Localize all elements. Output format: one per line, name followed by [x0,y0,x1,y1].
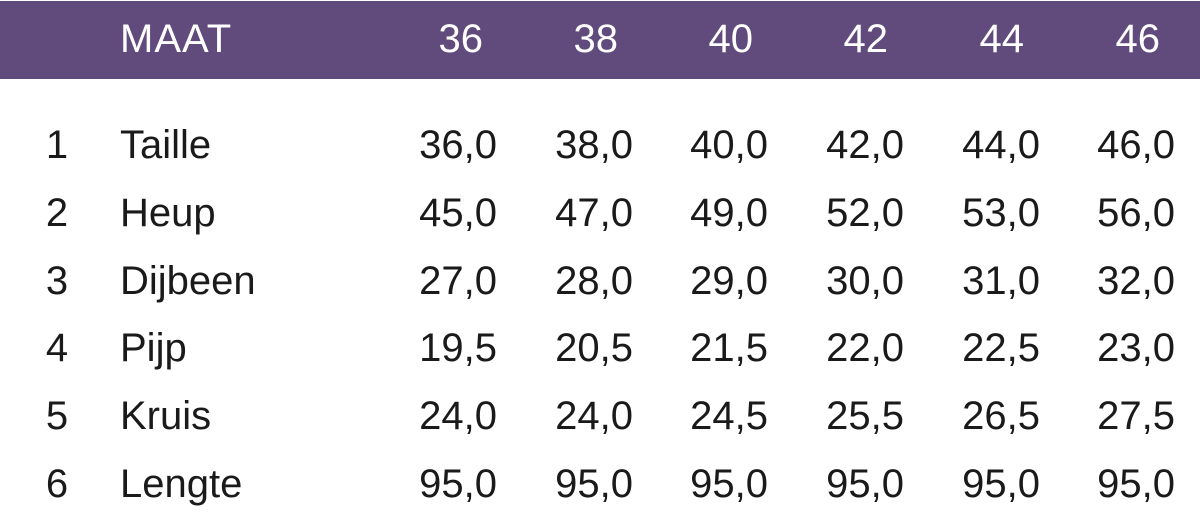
row-number: 1 [45,123,69,167]
row-number: 6 [45,462,69,506]
measurement-cell: 36,0 [419,123,497,167]
header-size-36: 36 [438,17,484,61]
measurement-cell: 52,0 [826,190,904,235]
row-number: 2 [45,190,69,235]
row-number: 3 [45,258,69,303]
row-number: 4 [45,326,69,371]
measurement-cell: 24,5 [690,394,768,439]
measurement-cell: 30,0 [826,258,904,303]
header-label: MAAT [120,17,233,61]
row-label: Heup [120,190,216,235]
row-label: Kruis [120,394,212,439]
row-label: Pijp [120,326,187,371]
measurement-cell: 95,0 [555,462,633,506]
row-number: 5 [45,394,69,439]
header-size-46: 46 [1115,17,1161,61]
measurement-cell: 22,0 [826,326,904,371]
measurement-cell: 22,5 [962,326,1040,371]
measurement-cell: 46,0 [1097,123,1175,167]
measurement-cell: 24,0 [555,394,633,439]
measurement-cell: 40,0 [690,123,768,167]
measurement-cell: 47,0 [555,190,633,235]
measurement-cell: 49,0 [690,190,768,235]
measurement-cell: 38,0 [555,123,633,167]
measurement-cell: 21,5 [690,326,768,371]
measurement-cell: 95,0 [1097,462,1175,506]
measurement-cell: 95,0 [826,462,904,506]
row-label: Dijbeen [120,258,256,303]
header-size-44: 44 [979,17,1025,61]
header-size-40: 40 [708,17,754,61]
measurement-cell: 45,0 [419,190,497,235]
measurement-cell: 20,5 [555,326,633,371]
measurement-cell: 95,0 [690,462,768,506]
measurement-cell: 24,0 [419,394,497,439]
measurement-cell: 44,0 [962,123,1040,167]
measurement-cell: 19,5 [419,326,497,371]
measurement-cell: 23,0 [1097,326,1175,371]
measurement-cell: 27,0 [419,258,497,303]
measurement-cell: 53,0 [962,190,1040,235]
header-size-42: 42 [843,17,889,61]
measurement-cell: 29,0 [690,258,768,303]
measurement-cell: 95,0 [419,462,497,506]
size-table-header: MAAT 36 38 40 42 44 46 [0,1,1200,79]
measurement-cell: 28,0 [555,258,633,303]
measurement-cell: 26,5 [962,394,1040,439]
header-size-38: 38 [573,17,619,61]
row-label: Taille [120,123,212,167]
measurement-cell: 42,0 [826,123,904,167]
measurement-cell: 56,0 [1097,190,1175,235]
measurement-cell: 95,0 [962,462,1040,506]
measurement-cell: 27,5 [1097,394,1175,439]
measurement-cell: 31,0 [962,258,1040,303]
measurement-cell: 25,5 [826,394,904,439]
row-label: Lengte [120,462,243,506]
measurement-cell: 32,0 [1097,258,1175,303]
